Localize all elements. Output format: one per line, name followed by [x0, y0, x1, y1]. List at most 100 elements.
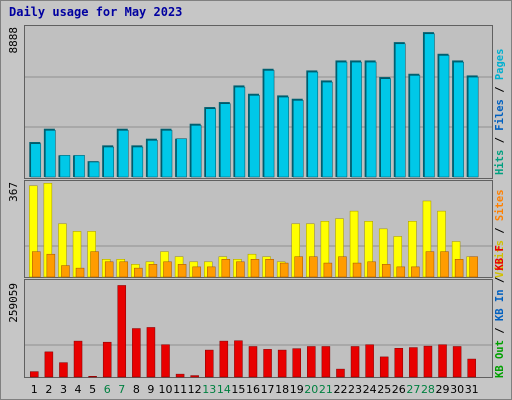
files-bar	[103, 146, 114, 178]
kb-bar	[73, 340, 83, 378]
sites-bar	[192, 266, 201, 278]
sites-bar	[163, 261, 172, 278]
files-bar	[88, 161, 100, 178]
day-label: 3	[60, 383, 67, 396]
kb-bar	[44, 351, 54, 378]
sites-bar	[396, 266, 406, 278]
day-label: 15	[231, 383, 245, 396]
day-label: 22	[333, 383, 347, 396]
files-bar	[467, 76, 479, 178]
sites-bar	[250, 259, 260, 278]
sites-bar	[119, 261, 129, 278]
files-bar	[438, 55, 450, 178]
day-label: 23	[348, 383, 362, 396]
files-bar	[205, 108, 216, 178]
files-bar	[176, 138, 187, 178]
kb-bar	[175, 373, 185, 378]
kb-bar	[423, 345, 433, 378]
files-bar	[59, 155, 71, 178]
day-label: 6	[104, 383, 111, 396]
files-bar	[351, 61, 362, 178]
files-bar	[147, 140, 158, 178]
sites-bar	[309, 256, 318, 278]
kb-bar	[263, 349, 272, 378]
sites-bar	[411, 266, 420, 278]
files-bar	[234, 86, 246, 178]
files-bar	[45, 130, 56, 178]
sites-bar	[294, 256, 303, 278]
kb-bar	[102, 341, 112, 378]
kb-bar	[132, 328, 141, 378]
day-label: 30	[450, 383, 464, 396]
sites-bar	[425, 251, 435, 278]
files-bar	[453, 61, 464, 178]
sites-bar	[381, 264, 391, 278]
files-bar	[365, 61, 377, 178]
day-label: 26	[392, 383, 406, 396]
day-label: 2	[45, 383, 52, 396]
sites-bar	[104, 261, 114, 278]
sites-bar	[265, 259, 274, 278]
day-label: 4	[75, 383, 82, 396]
day-label: 29	[436, 383, 450, 396]
sites-bar	[90, 251, 99, 278]
sites-bar	[61, 265, 70, 278]
files-bar	[190, 125, 202, 178]
kb-bar	[365, 344, 374, 378]
kb-bar	[146, 327, 156, 378]
sites-bar	[32, 251, 41, 278]
kb-bar	[161, 344, 170, 378]
day-label: 5	[89, 383, 96, 396]
files-bar	[74, 155, 85, 178]
kb-bar	[205, 349, 214, 378]
day-label: 11	[173, 383, 187, 396]
kb-bar	[379, 356, 389, 378]
files-bar	[424, 33, 435, 178]
files-bar	[292, 100, 304, 178]
sites-bar	[148, 264, 158, 278]
files-bar	[409, 75, 421, 178]
day-label: 10	[159, 383, 173, 396]
kb-bar	[88, 376, 97, 378]
sites-bar	[236, 261, 245, 278]
kb-bar	[321, 346, 331, 378]
sites-bar	[323, 262, 333, 278]
sites-bar	[454, 259, 464, 278]
kb-bar	[307, 346, 316, 378]
files-bar	[263, 70, 275, 178]
day-label: 7	[118, 383, 125, 396]
sites-bar	[440, 251, 449, 278]
day-label: 18	[275, 383, 289, 396]
sites-bar	[367, 261, 376, 278]
day-label: 13	[202, 383, 216, 396]
sites-bar	[338, 256, 347, 278]
sites-bar	[46, 253, 56, 278]
kb-bar	[394, 348, 404, 378]
chart-title: Daily usage for May 2023	[9, 5, 183, 19]
kb-bar	[234, 340, 243, 378]
files-bar	[278, 96, 289, 178]
sites-bar	[207, 266, 216, 278]
kb-bar	[30, 371, 39, 378]
day-label: 27	[406, 383, 420, 396]
kb-bar	[336, 368, 345, 378]
day-label: 9	[147, 383, 154, 396]
day-label: 14	[217, 383, 231, 396]
files-bar	[307, 71, 319, 178]
files-bar	[30, 143, 42, 178]
sites-bar	[352, 262, 362, 278]
files-bar	[249, 95, 260, 178]
day-label: 8	[133, 383, 140, 396]
kb-bar	[248, 346, 258, 378]
kb-bar	[292, 348, 301, 378]
day-label: 17	[261, 383, 275, 396]
sites-bar	[469, 256, 478, 278]
day-label: 19	[290, 383, 304, 396]
kb-bar	[467, 358, 476, 378]
kb-bar	[117, 285, 127, 378]
day-label: 12	[188, 383, 202, 396]
files-bar	[132, 146, 144, 178]
files-bar	[322, 81, 333, 178]
